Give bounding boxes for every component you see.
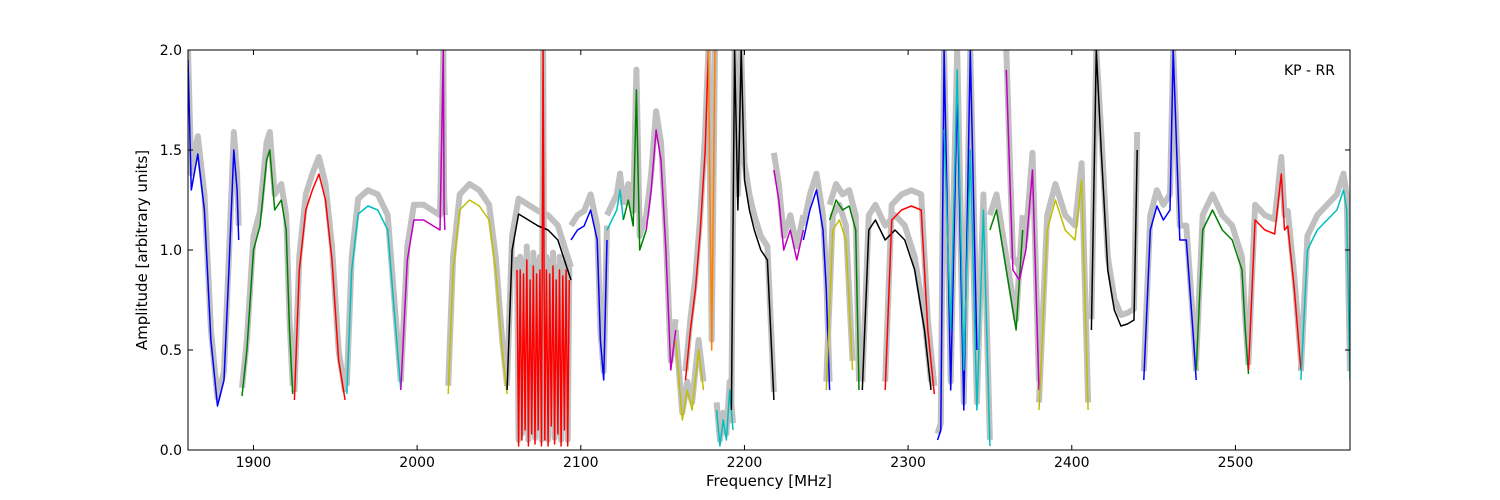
series-line-6: [506, 213, 572, 391]
series-line-12: [674, 339, 705, 421]
y-axis-label: Amplitude [arbitrary units]: [133, 150, 151, 350]
series-line-11: [645, 129, 677, 371]
series-line-7: [516, 50, 571, 447]
y-tick-label: 0.5: [160, 343, 182, 359]
background-envelope-0: [188, 50, 242, 402]
background-envelope-2: [291, 154, 349, 393]
series-line-5: [447, 199, 508, 395]
x-tick-label: 2400: [1054, 455, 1090, 471]
x-tick-label: 1900: [236, 455, 272, 471]
background-envelope-4: [397, 50, 448, 382]
background-envelope-21: [859, 201, 934, 382]
series-line-10: [622, 89, 648, 251]
panel-annotation: KP - RR: [1284, 63, 1335, 79]
series-line-24: [943, 69, 991, 447]
x-tick-label: 2100: [563, 455, 599, 471]
y-tick-label: 0.0: [160, 443, 182, 459]
y-tick-label: 1.0: [160, 243, 182, 259]
series-line-2: [293, 173, 346, 401]
series-line-28: [1090, 50, 1138, 331]
background-envelope-11: [643, 108, 679, 364]
x-tick-label: 2300: [890, 455, 926, 471]
series-line-18: [802, 189, 831, 391]
y-tick-label: 1.5: [160, 143, 182, 159]
background-envelope-6: [504, 195, 574, 382]
series-line-0: [188, 59, 240, 407]
series-line-25: [989, 209, 1024, 331]
series-line-14: [707, 50, 716, 351]
series-line-29: [1143, 50, 1197, 381]
background-envelope-1: [239, 129, 296, 389]
series-line-19: [828, 199, 860, 391]
background-envelope-27: [1036, 160, 1092, 403]
background-envelope-9: [604, 170, 627, 217]
series-line-9: [606, 189, 625, 231]
series-line-21: [861, 219, 932, 391]
series-line-15: [715, 389, 734, 447]
series-line-20: [825, 219, 854, 391]
series-line-27: [1038, 179, 1089, 411]
background-envelope-32: [1297, 170, 1350, 372]
background-envelope-13: [682, 50, 712, 372]
series-line-8: [570, 209, 608, 381]
series-line-3: [346, 205, 402, 395]
series-line-23: [936, 50, 978, 441]
series-line-4: [400, 50, 446, 391]
series-line-26: [1005, 69, 1040, 391]
y-axis: 0.0 0.5 1.0 1.5 2.0: [160, 43, 1350, 459]
series-line-31: [1247, 173, 1302, 371]
series-line-1: [241, 149, 294, 397]
series-layer: [188, 50, 1350, 447]
series-line-16: [730, 50, 775, 411]
background-envelope-31: [1245, 154, 1304, 362]
series-line-32: [1300, 189, 1350, 381]
background-envelope-30: [1193, 191, 1252, 366]
y-tick-label: 2.0: [160, 43, 182, 59]
background-envelope-8: [568, 191, 610, 375]
series-line-22: [884, 205, 936, 395]
background-envelope-25: [987, 191, 1026, 323]
background-envelope-10: [620, 66, 650, 239]
background-envelope-3: [343, 187, 404, 386]
x-tick-label: 2200: [727, 455, 763, 471]
background-envelope-17: [770, 152, 807, 250]
series-line-13: [684, 50, 710, 381]
series-line-30: [1195, 209, 1250, 375]
series-line-17: [773, 169, 805, 261]
x-axis: 1900 2000 2100 2200 2300 2400 2500: [236, 50, 1254, 471]
background-envelope-5: [445, 181, 511, 387]
x-tick-label: 2500: [1218, 455, 1254, 471]
x-tick-label: 2000: [399, 455, 435, 471]
x-axis-label: Frequency [MHz]: [706, 472, 832, 490]
